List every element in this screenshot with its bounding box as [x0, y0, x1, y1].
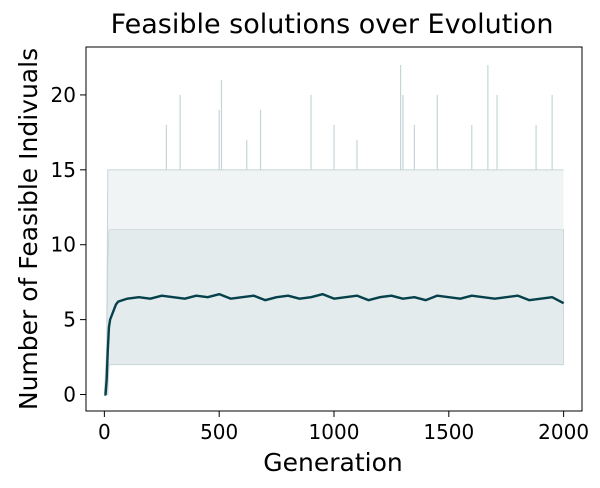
x-tick-label-1500: 1500	[423, 420, 474, 444]
chart-title: Feasible solutions over Evolution	[111, 9, 554, 40]
mean-line	[104, 292, 565, 396]
x-tick-label-0: 0	[98, 420, 111, 444]
percentile-band	[103, 229, 565, 395]
max-edge	[103, 169, 564, 395]
y-tick-label-15: 15	[51, 158, 76, 182]
x-tick-label-2000: 2000	[538, 420, 589, 444]
x-tick-label-1000: 1000	[309, 420, 360, 444]
min-edge	[104, 364, 564, 396]
band-layer	[103, 229, 565, 395]
y-axis: 0 5 10 15 20	[51, 83, 86, 407]
line-layer	[104, 292, 565, 396]
y-tick-label-0: 0	[63, 383, 76, 407]
x-axis-label: Generation	[263, 448, 402, 477]
plot-area	[103, 64, 565, 396]
y-tick-label-10: 10	[51, 233, 76, 257]
x-tick-label-500: 500	[200, 420, 238, 444]
y-axis-label: Number of Feasible Indivuals	[14, 48, 43, 410]
y-tick-label-5: 5	[63, 308, 76, 332]
y-tick-label-20: 20	[51, 83, 76, 107]
x-axis: 0 500 1000 1500 2000	[98, 411, 589, 444]
